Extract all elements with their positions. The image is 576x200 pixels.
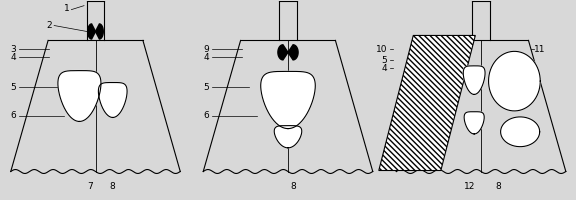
Text: 12: 12 — [464, 182, 475, 191]
Text: 9: 9 — [203, 45, 209, 54]
Polygon shape — [288, 45, 298, 60]
Polygon shape — [501, 117, 540, 147]
Polygon shape — [463, 66, 485, 94]
Text: 4: 4 — [203, 53, 209, 62]
Text: 8: 8 — [495, 182, 501, 191]
Text: 3: 3 — [11, 45, 17, 54]
Polygon shape — [278, 45, 288, 60]
Text: 4: 4 — [382, 64, 388, 73]
Text: 5: 5 — [203, 83, 209, 92]
Text: 2: 2 — [47, 21, 52, 30]
Polygon shape — [488, 51, 540, 111]
Polygon shape — [58, 71, 101, 121]
Text: 8: 8 — [291, 182, 297, 191]
Polygon shape — [464, 112, 484, 134]
Polygon shape — [96, 24, 103, 39]
Text: 5: 5 — [11, 83, 17, 92]
Polygon shape — [274, 126, 302, 148]
Text: 7: 7 — [87, 182, 93, 191]
Polygon shape — [261, 71, 315, 129]
Polygon shape — [379, 35, 475, 171]
Text: 8: 8 — [110, 182, 116, 191]
Text: 1: 1 — [64, 4, 70, 13]
Polygon shape — [98, 83, 127, 117]
Text: 11: 11 — [534, 45, 545, 54]
Text: 5: 5 — [382, 56, 388, 65]
Text: 6: 6 — [203, 111, 209, 120]
Text: 10: 10 — [376, 45, 388, 54]
Polygon shape — [88, 24, 96, 39]
Text: 4: 4 — [11, 53, 17, 62]
Text: 6: 6 — [11, 111, 17, 120]
